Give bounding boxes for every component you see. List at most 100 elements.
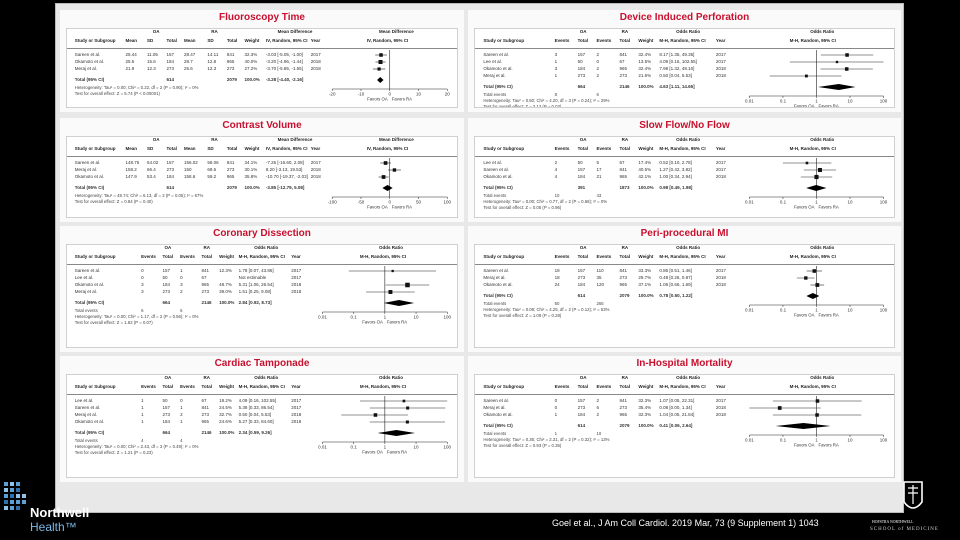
study-cell: 2018 xyxy=(715,405,726,410)
column-header-row: Study or Subgroup Events Total Events Total W… xyxy=(67,251,457,265)
total-cell: 2146 xyxy=(201,300,212,305)
column-header: Year xyxy=(715,384,726,389)
column-header: Total xyxy=(619,254,630,259)
study-cell: Lee et al. xyxy=(74,275,94,280)
study-cell: 32.3% xyxy=(638,412,652,417)
study-cell: 184 xyxy=(577,412,586,417)
school-name-line2: SCHOOL of MEDICINE xyxy=(870,527,939,532)
study-cell: 1 xyxy=(554,412,558,417)
study-cell: 157 xyxy=(577,52,586,57)
column-header: M-H, Random, 95% CI xyxy=(359,254,407,259)
group-header: RA xyxy=(621,29,629,34)
study-cell: 2017 xyxy=(291,398,302,403)
study-cell: 11.05 xyxy=(146,52,158,57)
total-cell: Total (95% CI) xyxy=(483,293,513,298)
study-cell: 1.27 [0.42, 3.82] xyxy=(659,167,692,172)
study-row: Meraj et al. 1 273 2 273 32.7% 0.50 [0.04, 5.5… xyxy=(67,412,457,419)
study-cell: Lee et al. xyxy=(483,59,502,64)
study-cell: 1 xyxy=(141,412,144,417)
panel-fluoroscopy-time: Fluoroscopy Time OA RA Mean Difference Mean… xyxy=(60,10,464,112)
study-cell: 35 xyxy=(596,275,602,280)
study-cell: 12.3% xyxy=(219,268,232,273)
total-cell: 664 xyxy=(162,430,171,435)
column-header: Weight xyxy=(638,254,654,259)
study-cell: 5.38 [0.33, 86.54] xyxy=(238,405,274,410)
study-cell: 68.6 xyxy=(207,167,217,172)
group-header: Mean Difference xyxy=(379,29,414,34)
study-cell: 39.0% xyxy=(219,289,232,294)
study-cell: 273 xyxy=(201,289,210,294)
footnote: Test for overall effect: Z = 2.12 (P = 0… xyxy=(483,104,562,108)
x-tick-label: 0.01 xyxy=(745,200,754,205)
footnote: Heterogeneity: Tau² = 0.36; Chi² = 2.31,… xyxy=(483,437,610,442)
panel-title: Device Induced Perforation xyxy=(619,12,750,23)
column-header-row: Study or Subgroup Events Total Events Total W… xyxy=(67,381,457,395)
axis-favors-left: Favors OA xyxy=(794,104,815,108)
study-cell: 158.2 xyxy=(125,167,137,172)
study-cell: 965 xyxy=(226,59,235,64)
study-cell: 0 xyxy=(554,405,558,410)
total-row: Total (95% CI) 614 2079 100.0% -3.28 [-4.40,… xyxy=(67,77,457,84)
study-cell: 25.44 xyxy=(125,52,137,57)
column-header: Events xyxy=(596,254,612,259)
study-cell: 17.4% xyxy=(638,160,652,165)
x-tick-label: 0.1 xyxy=(780,308,787,313)
total-cell: 2079 xyxy=(226,185,237,190)
group-header: RA xyxy=(203,375,211,380)
study-cell: 841 xyxy=(619,268,628,273)
forest-plot: OA RA Odds Ratio Odds Ratio Study or Subgrou… xyxy=(474,244,895,348)
panel-title: Slow Flow/No Flow xyxy=(639,120,730,131)
study-cell: 30.1% xyxy=(244,167,258,172)
study-cell: 157 xyxy=(166,52,174,57)
study-cell: 4.09 [0.16, 102.55] xyxy=(238,398,277,403)
study-cell: 965 xyxy=(226,174,235,179)
column-header: Events xyxy=(554,254,570,259)
column-header: Events xyxy=(180,384,195,389)
group-header: Odds Ratio xyxy=(676,375,701,380)
column-header: Events xyxy=(554,38,570,43)
study-cell: 184 xyxy=(577,66,586,71)
study-cell: 841 xyxy=(619,167,628,172)
forest-plot: OA RA Odds Ratio Odds Ratio Study or Subgrou… xyxy=(474,374,895,478)
study-cell: 5.31 [1.06, 26.54] xyxy=(238,282,274,287)
study-cell: 12.3 xyxy=(146,66,156,71)
footnote: Heterogeneity: Tau² = 0.50; Chi² = 4.20,… xyxy=(483,98,610,103)
column-header: Study or Subgroup xyxy=(483,38,525,43)
study-cell: 1 xyxy=(141,398,144,403)
column-header: Total xyxy=(166,146,177,151)
total-cell: 100.0% xyxy=(244,77,260,82)
group-header: OA xyxy=(152,137,160,142)
study-cell: 841 xyxy=(201,405,210,410)
column-header: Events xyxy=(554,146,570,151)
x-tick-label: 0.01 xyxy=(745,308,754,313)
column-header: Year xyxy=(291,254,301,259)
group-header: Odds Ratio xyxy=(676,29,701,34)
study-cell: 4 xyxy=(554,174,558,179)
column-header: Study or Subgroup xyxy=(483,146,525,151)
panel-slow-flow-no-flow: Slow Flow/No Flow OA RA Odds Ratio Odds Rat… xyxy=(468,118,901,222)
x-tick-label: 1 xyxy=(384,315,387,320)
x-tick-label: -10 xyxy=(358,92,365,97)
x-tick-label: 0.1 xyxy=(780,200,787,205)
study-cell: 32.3% xyxy=(244,52,258,57)
study-cell: 5.27 [0.33, 84.60] xyxy=(238,419,274,424)
axis-favors-left: Favors OA xyxy=(794,205,815,210)
x-tick-label: 20 xyxy=(445,92,451,97)
x-tick-label: 100 xyxy=(443,445,451,450)
column-header-row: Study or Subgroup Events Total Events Total W… xyxy=(475,381,894,395)
total-cell: Total (95% CI) xyxy=(74,77,105,82)
study-cell: 965 xyxy=(201,282,210,287)
study-cell: 2 xyxy=(596,66,600,71)
study-cell: 14.11 xyxy=(207,52,219,57)
column-header: Mean xyxy=(125,38,138,43)
study-cell: Sareen et al. xyxy=(74,160,101,165)
study-cell: 184 xyxy=(166,59,174,64)
x-tick-label: -20 xyxy=(329,92,336,97)
study-row: Okamoto et al. 147.9 53.4 184 158.6 59.2 965 35… xyxy=(67,174,457,181)
column-header: Year xyxy=(715,254,726,259)
study-cell: 0.50 [0.04, 5.53] xyxy=(659,73,692,78)
total-events-value: 1 xyxy=(554,431,557,436)
study-cell: 2018 xyxy=(715,66,726,71)
study-cell: 273 xyxy=(162,412,171,417)
column-header: M-H, Random, 95% CI xyxy=(659,38,706,43)
